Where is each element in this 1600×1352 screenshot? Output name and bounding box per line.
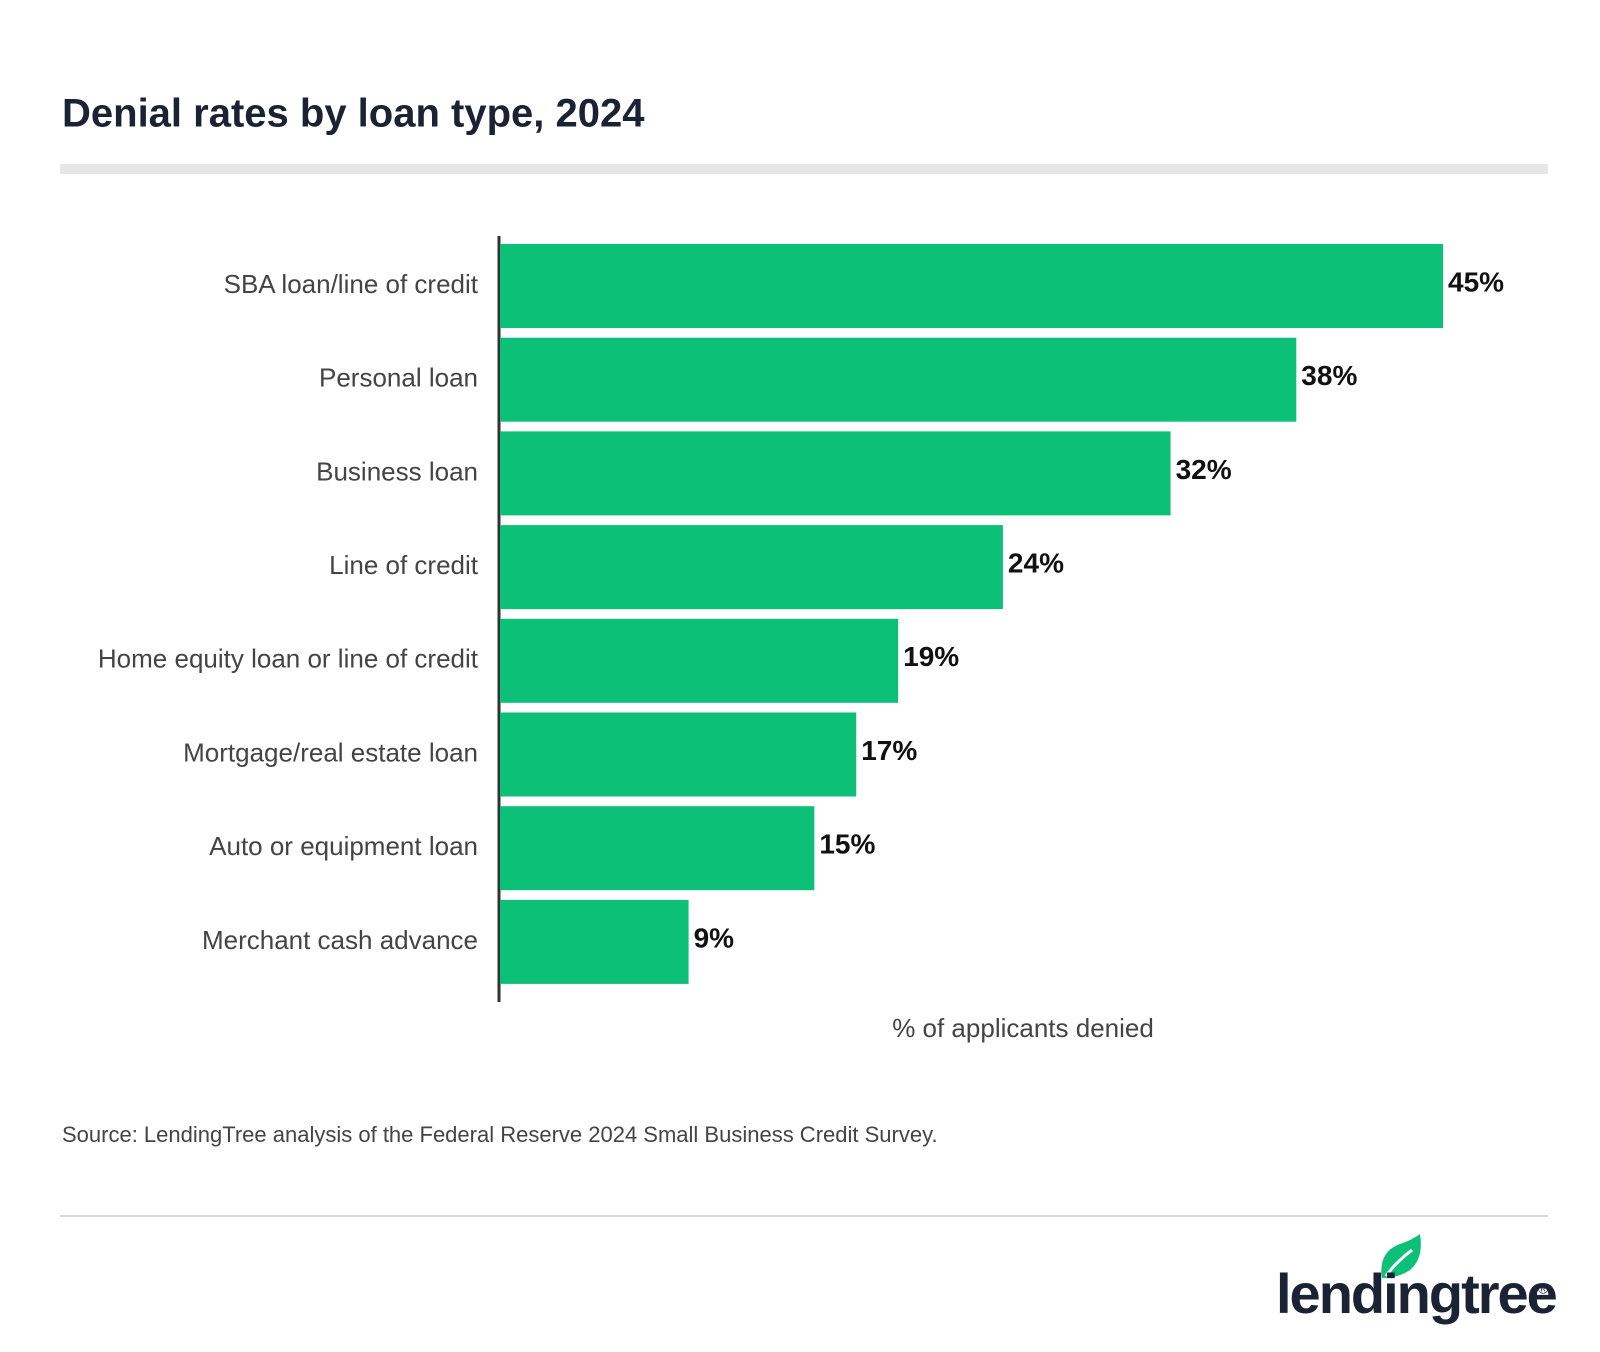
chart-title: Denial rates by loan type, 2024: [62, 92, 645, 136]
title-rule: [60, 164, 1548, 174]
value-label: 15%: [819, 829, 875, 860]
bar: [500, 431, 1171, 516]
bar: [500, 244, 1443, 328]
value-label: 45%: [1448, 266, 1504, 297]
bar: [500, 618, 899, 703]
category-label: Personal loan: [319, 363, 478, 393]
value-label: 38%: [1301, 360, 1357, 391]
logo-leaf-vein: [1384, 1248, 1413, 1277]
category-label: SBA loan/line of credit: [224, 269, 479, 299]
category-label: Business loan: [316, 456, 478, 486]
value-label: 24%: [1008, 547, 1064, 578]
x-axis-label: % of applicants denied: [892, 1013, 1154, 1043]
logo: lendingtree ®: [1276, 1234, 1559, 1325]
bar: [500, 525, 1003, 610]
bar: [500, 899, 689, 984]
logo-mark: ®: [1538, 1281, 1549, 1297]
bar: [500, 712, 857, 797]
value-label: 32%: [1176, 454, 1232, 485]
category-label: Merchant cash advance: [202, 925, 478, 955]
value-label: 19%: [903, 641, 959, 672]
value-label: 9%: [694, 922, 735, 953]
category-label: Mortgage/real estate loan: [183, 737, 478, 767]
bar: [500, 337, 1297, 422]
category-label: Home equity loan or line of credit: [98, 644, 479, 674]
category-label: Auto or equipment loan: [209, 831, 478, 861]
source-note: Source: LendingTree analysis of the Fede…: [62, 1122, 938, 1147]
bar: [500, 806, 815, 891]
category-label: Line of credit: [329, 550, 479, 580]
value-label: 17%: [861, 735, 917, 766]
logo-text: lendingtree: [1276, 1262, 1557, 1325]
